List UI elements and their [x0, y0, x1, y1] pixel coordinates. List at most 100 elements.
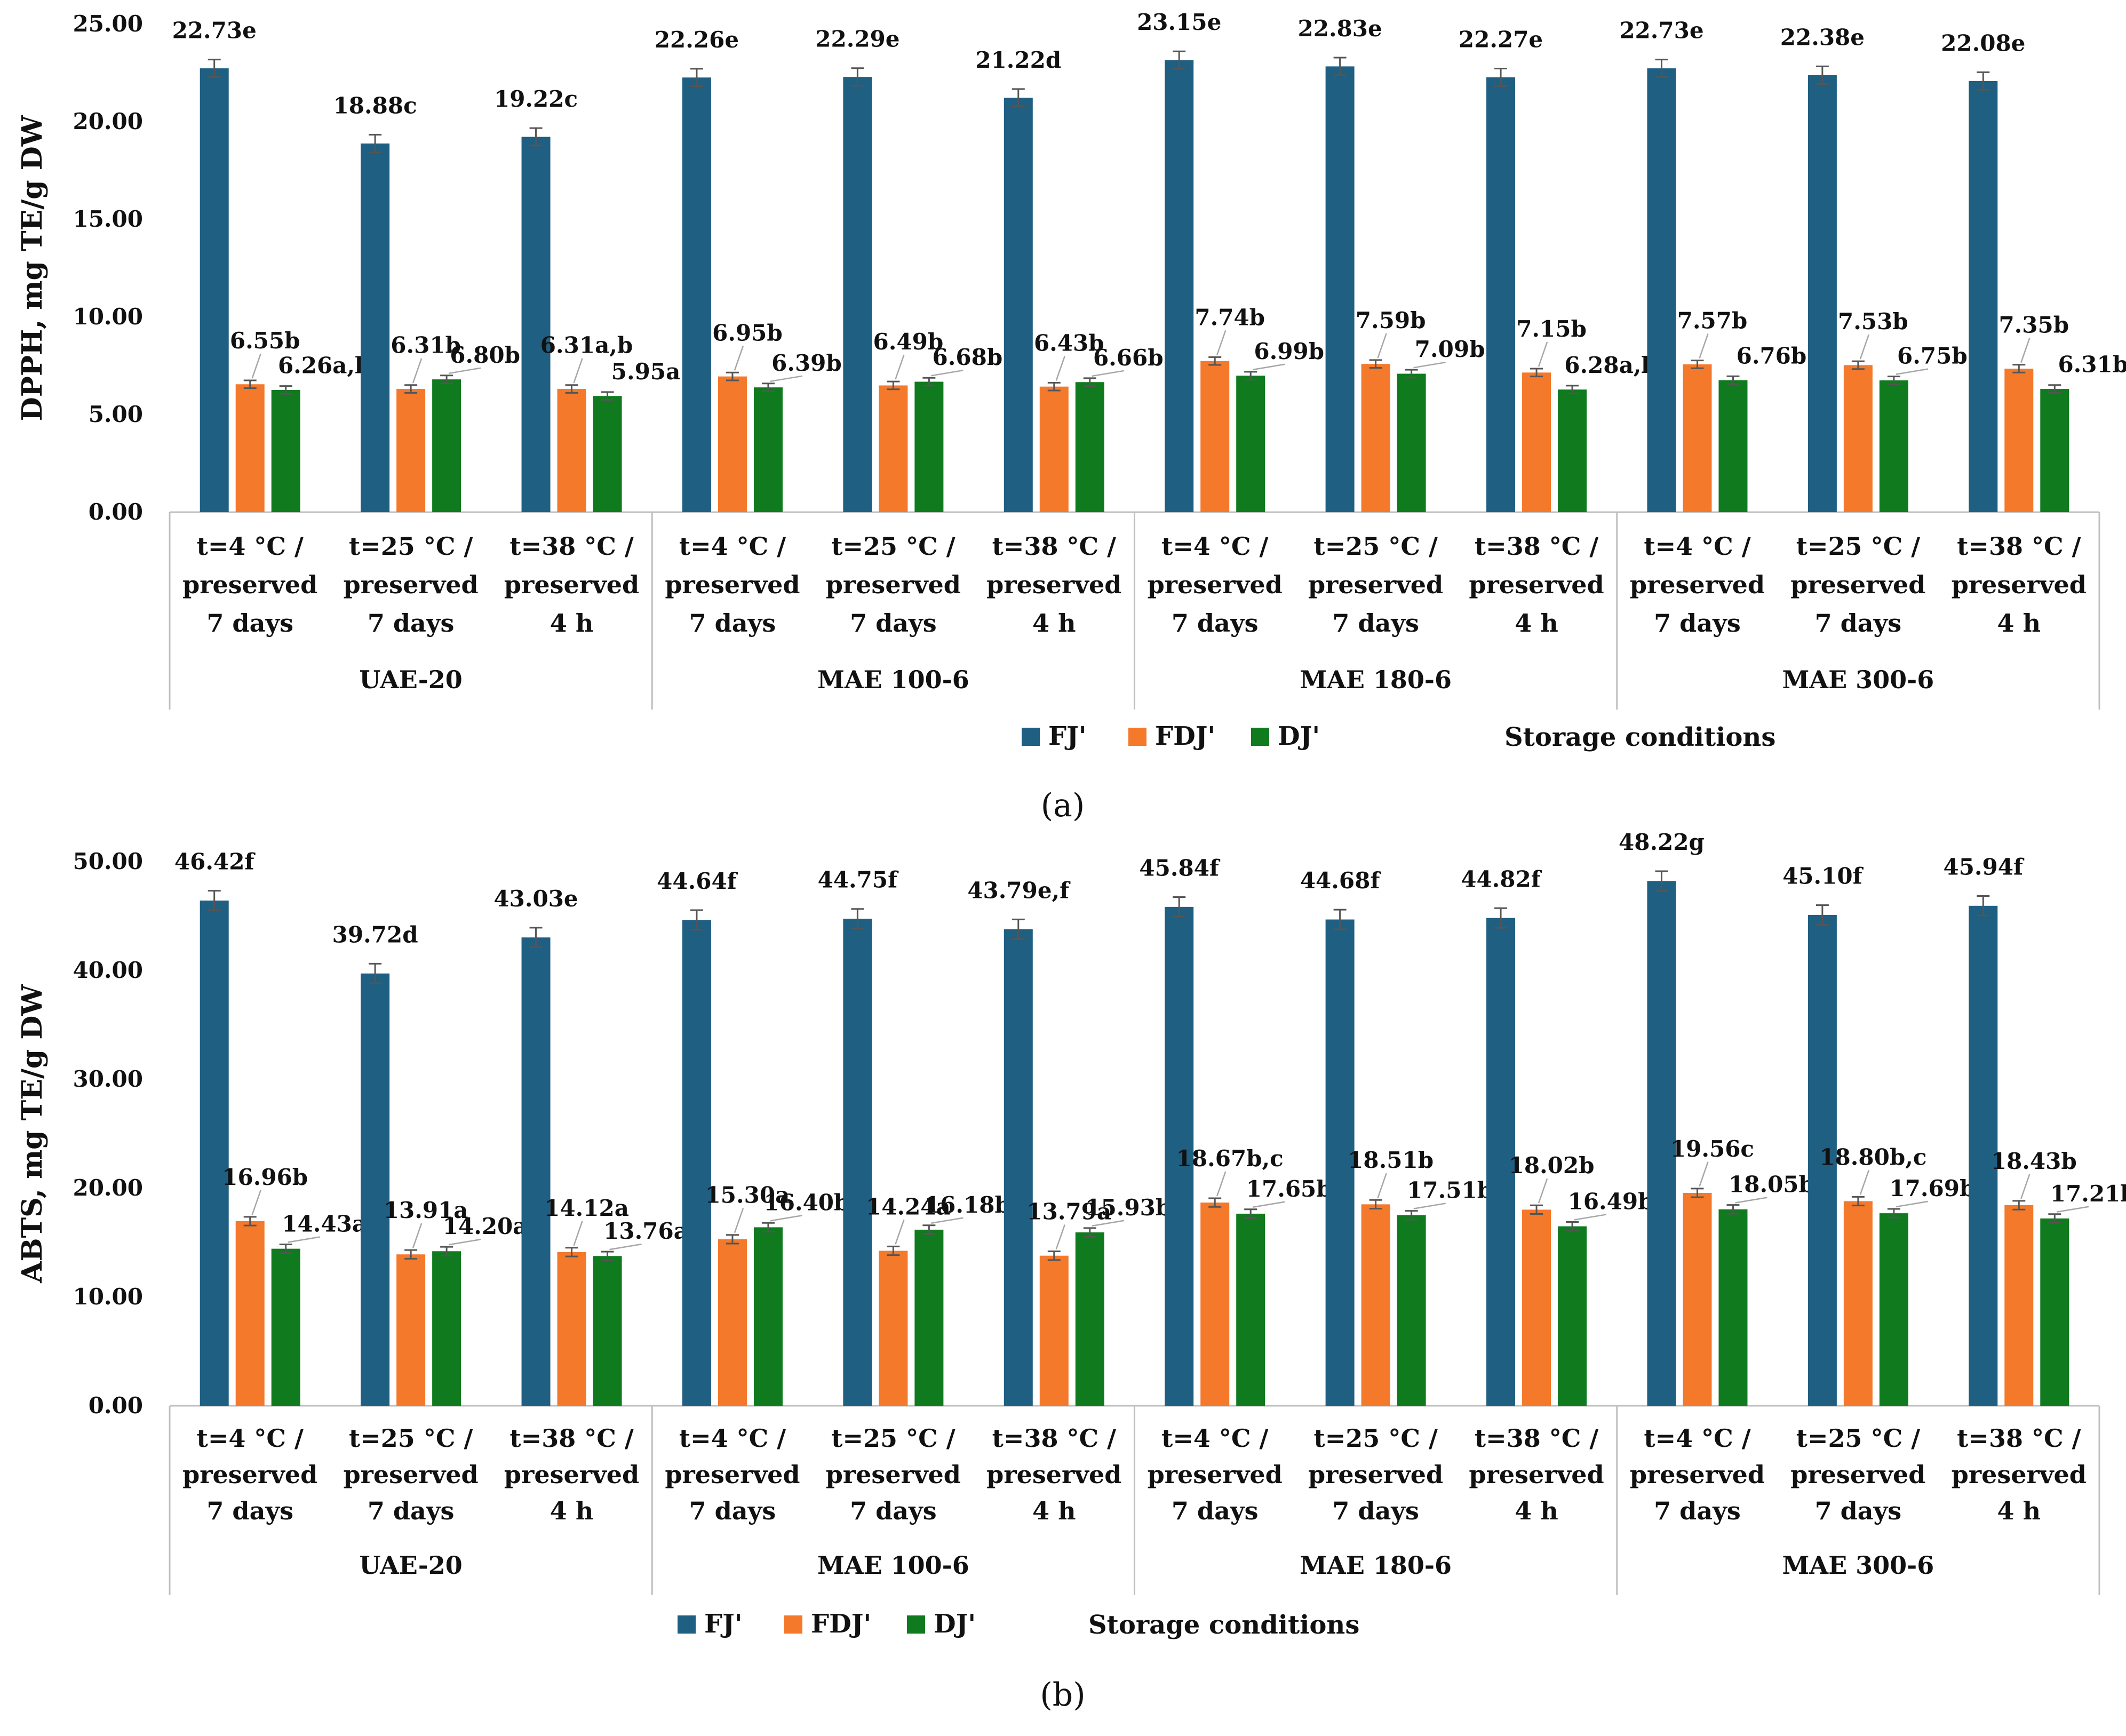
panel-caption: (b)	[1040, 1676, 1085, 1714]
x-category-label: preserved	[1630, 570, 1765, 599]
legend: FJ' FDJ' DJ' Storage conditions	[678, 1609, 1359, 1640]
label-leader-line	[1092, 1220, 1124, 1227]
group-label: MAE 180-6	[1300, 665, 1452, 694]
data-label-fdj: 6.43b	[1034, 330, 1104, 356]
x-category-label: t=4 °C /	[679, 1424, 786, 1453]
x-category-label: preserved	[182, 1460, 317, 1489]
label-leader-line	[1896, 368, 1929, 375]
data-label-dj: 17.69b	[1889, 1175, 1975, 1201]
label-leader-line	[573, 1221, 583, 1246]
label-leader-line	[251, 1190, 261, 1215]
x-category-label: t=38 °C /	[992, 1424, 1116, 1453]
panel-caption: (a)	[1041, 787, 1085, 824]
data-label-fdj: 7.59b	[1356, 307, 1426, 333]
label-leader-line	[412, 1223, 423, 1248]
data-label-fdj: 13.91a	[384, 1197, 468, 1223]
label-leader-line	[931, 1217, 964, 1224]
data-label-dj: 14.43a	[282, 1211, 367, 1237]
x-category-label: 7 days	[1815, 1496, 1902, 1525]
data-label-fdj: 14.12a	[544, 1195, 629, 1221]
data-label-fdj: 18.51b	[1348, 1147, 1434, 1173]
bar-dj	[432, 379, 461, 512]
x-category-label: t=38 °C /	[992, 532, 1116, 561]
label-leader-line	[770, 375, 803, 383]
bar-fj	[361, 973, 390, 1406]
x-category-label: preserved	[665, 570, 800, 599]
data-label-fj: 46.42f	[174, 849, 256, 875]
x-category-label: preserved	[1148, 570, 1283, 599]
bar-fdj	[235, 1221, 265, 1406]
x-category-label: t=4 °C /	[197, 532, 304, 561]
x-category-label: t=25 °C /	[831, 1424, 955, 1453]
label-leader-line	[1253, 1201, 1285, 1208]
x-category-label: t=38 °C /	[1957, 1424, 2081, 1453]
data-label-fj: 22.38e	[1780, 24, 1865, 50]
x-category-label: preserved	[826, 1460, 961, 1489]
label-leader-line	[1377, 1173, 1387, 1198]
bar-fdj	[557, 1252, 586, 1406]
label-leader-line	[1574, 1214, 1607, 1221]
group-label: MAE 300-6	[1782, 665, 1934, 694]
bar-fj	[200, 68, 229, 512]
data-label-dj: 6.68b	[933, 344, 1003, 370]
label-leader-line	[1735, 1197, 1767, 1204]
bar-fj	[1647, 68, 1676, 512]
y-tick-label: 40.00	[73, 957, 143, 983]
legend-swatch-fj	[678, 1615, 696, 1634]
y-tick-label: 0.00	[89, 1392, 143, 1419]
bar-dj	[1397, 1215, 1426, 1406]
legend-label-fdj: FDJ'	[811, 1609, 871, 1639]
bar-fj	[1325, 919, 1355, 1406]
label-leader-line	[895, 354, 905, 380]
x-category-label: 4 h	[1997, 1496, 2041, 1525]
y-tick-label: 30.00	[73, 1066, 143, 1092]
group-label: MAE 100-6	[817, 665, 969, 694]
data-label-fdj: 7.15b	[1516, 316, 1587, 342]
legend-swatch-fj	[1022, 728, 1040, 746]
data-label-fdj: 18.02b	[1509, 1152, 1595, 1178]
bar-fdj	[235, 384, 265, 512]
label-leader-line	[251, 353, 261, 379]
data-label-dj: 5.95a	[611, 359, 681, 385]
label-leader-line	[1699, 333, 1709, 359]
bar-dj	[1879, 380, 1908, 512]
y-tick-label: 50.00	[73, 848, 143, 874]
x-category-label: 4 h	[1997, 609, 2041, 638]
chart-panel-abts: 0.00 10.00 20.00 30.00 40.00 50.00 ABTS, mg TE…	[16, 829, 2126, 1714]
y-tick-label: 25.00	[73, 11, 143, 37]
label-leader-line	[1699, 1161, 1709, 1187]
bar-dj	[1397, 373, 1426, 512]
label-leader-line	[2057, 1206, 2089, 1213]
data-label-fj: 19.22c	[494, 86, 578, 112]
bar-dj	[1558, 1226, 1587, 1406]
x-category-label: preserved	[1790, 1460, 1925, 1489]
data-label-dj: 6.28a,b	[1564, 352, 1657, 378]
bar-fdj	[557, 389, 586, 512]
legend: FJ' FDJ' DJ' Storage conditions	[1022, 721, 1775, 752]
x-category-label: 7 days	[206, 609, 293, 638]
y-tick-label: 15.00	[73, 206, 143, 232]
label-leader-line	[1859, 334, 1870, 360]
data-label-fdj: 7.57b	[1677, 308, 1748, 334]
bar-dj	[271, 1248, 300, 1406]
y-tick-label: 10.00	[73, 304, 143, 330]
legend-swatch-fdj	[1128, 728, 1146, 746]
label-leader-line	[770, 1215, 803, 1222]
bar-dj	[1879, 1213, 1908, 1406]
x-category-label: 7 days	[689, 1496, 776, 1525]
bar-fdj	[1843, 365, 1873, 512]
bar-fj	[521, 937, 551, 1406]
label-leader-line	[2020, 338, 2031, 363]
bar-fdj	[1039, 1255, 1069, 1406]
data-label-dj: 16.18b	[925, 1192, 1010, 1218]
bar-dj	[914, 381, 944, 512]
bar-fdj	[1039, 386, 1069, 512]
x-category-label: preserved	[1308, 570, 1443, 599]
bar-fdj	[1200, 361, 1230, 512]
data-label-fj: 22.27e	[1459, 26, 1543, 52]
legend-label-fj: FJ'	[704, 1609, 742, 1639]
label-leader-line	[1413, 361, 1446, 369]
data-label-fj: 22.83e	[1298, 15, 1382, 42]
bar-fj	[1165, 906, 1194, 1406]
